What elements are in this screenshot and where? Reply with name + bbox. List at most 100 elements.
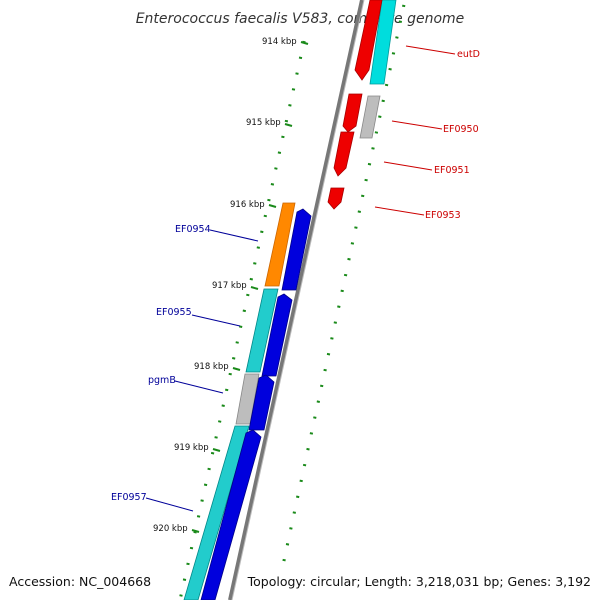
tick-mark-outer-27 bbox=[309, 432, 314, 435]
tick-mark-outer-25 bbox=[316, 400, 320, 403]
tick-mark-outer-1 bbox=[398, 20, 402, 23]
kbp-tick-920 bbox=[191, 529, 200, 533]
tick-mark-inner-16 bbox=[246, 293, 250, 297]
tick-mark-outer-19 bbox=[337, 305, 341, 308]
gene-ef0954[interactable] bbox=[281, 208, 312, 291]
tick-mark-inner-31 bbox=[193, 530, 197, 534]
tick-mark-outer-13 bbox=[357, 210, 361, 213]
gene-ef0957[interactable] bbox=[200, 429, 262, 600]
tick-mark-outer-31 bbox=[296, 495, 300, 499]
tick-mark-outer-35 bbox=[282, 558, 286, 562]
label-ef0953[interactable]: EF0953 bbox=[425, 210, 461, 221]
leader-ef0957 bbox=[145, 497, 194, 512]
label-ef0957[interactable]: EF0957 bbox=[111, 492, 147, 503]
tick-mark-inner-12 bbox=[260, 230, 264, 234]
tick-mark-inner-34 bbox=[182, 578, 187, 581]
tick-mark-inner-8 bbox=[274, 167, 278, 170]
tick-mark-outer-29 bbox=[302, 463, 307, 467]
tick-mark-inner-27 bbox=[207, 467, 211, 471]
kbp-scale: 914 kbp 915 kbp 916 kbp 917 kbp 918 kbp … bbox=[153, 37, 309, 534]
tick-mark-outer-9 bbox=[371, 147, 375, 150]
kbp-label-914: 914 kbp bbox=[262, 37, 297, 47]
tick-mark-inner-4 bbox=[288, 104, 292, 107]
tick-mark-outer-16 bbox=[347, 257, 351, 261]
map-title: Enterococcus faecalis V583, complete gen… bbox=[136, 11, 465, 27]
kbp-label-917: 917 kbp bbox=[212, 281, 247, 291]
tick-mark-outer-33 bbox=[289, 527, 293, 530]
tick-mark-inner-35 bbox=[179, 594, 183, 597]
forward-gene-labels: eutD EF0950 EF0951 EF0953 bbox=[374, 45, 480, 221]
leader-pgmB bbox=[174, 380, 224, 394]
tick-mark-outer-15 bbox=[350, 242, 355, 245]
label-pgmB[interactable]: pgmB bbox=[148, 375, 176, 386]
tick-mark-inner-9 bbox=[270, 183, 275, 186]
tick-mark-inner-18 bbox=[239, 325, 243, 328]
tick-mark-outer-22 bbox=[326, 352, 331, 356]
label-ef0954[interactable]: EF0954 bbox=[175, 224, 211, 235]
tick-mark-inner-2 bbox=[295, 72, 299, 75]
tick-mark-outer-8 bbox=[374, 131, 379, 134]
tick-mark-inner-6 bbox=[281, 135, 285, 139]
cog-eutD-band bbox=[369, 0, 397, 85]
tick-mark-inner-20 bbox=[232, 357, 236, 360]
accession-text: Accession: NC_004668 bbox=[9, 574, 151, 589]
tick-mark-outer-11 bbox=[364, 178, 368, 182]
kbp-tick-915 bbox=[284, 123, 293, 127]
tick-mark-outer-18 bbox=[340, 289, 344, 293]
tick-mark-inner-13 bbox=[256, 246, 260, 249]
kbp-label-920: 920 kbp bbox=[153, 524, 188, 534]
tick-mark-inner-21 bbox=[228, 372, 232, 376]
tick-mark-inner-10 bbox=[267, 198, 271, 202]
reverse-genes bbox=[200, 208, 312, 600]
tick-mark-inner-11 bbox=[263, 214, 267, 218]
tick-mark-inner-22 bbox=[225, 388, 229, 392]
leader-eutD bbox=[405, 45, 456, 55]
tick-mark-outer-26 bbox=[313, 416, 317, 419]
kbp-tick-916 bbox=[268, 204, 277, 208]
gene-eutD[interactable] bbox=[354, 0, 383, 81]
tick-mark-outer-20 bbox=[333, 321, 337, 324]
tick-mark-outer-17 bbox=[343, 273, 348, 277]
leader-ef0950 bbox=[391, 120, 443, 130]
leader-ef0953 bbox=[374, 206, 425, 216]
tick-mark-outer-2 bbox=[395, 36, 399, 39]
tick-mark-inner-23 bbox=[221, 404, 225, 407]
gene-pgmB[interactable] bbox=[248, 374, 275, 431]
tick-mark-outer-12 bbox=[361, 194, 365, 198]
kbp-tick-918 bbox=[232, 367, 241, 371]
label-ef0951[interactable]: EF0951 bbox=[434, 165, 470, 176]
cog-ef0955-band bbox=[245, 288, 279, 373]
tick-mark-inner-26 bbox=[210, 451, 215, 455]
cog-ring-lower bbox=[183, 202, 296, 600]
tick-mark-outer-23 bbox=[323, 368, 327, 372]
label-ef0950[interactable]: EF0950 bbox=[443, 124, 479, 135]
tick-mark-inner-32 bbox=[189, 546, 194, 550]
label-ef0955[interactable]: EF0955 bbox=[156, 307, 192, 318]
kbp-label-919: 919 kbp bbox=[174, 443, 209, 453]
tick-mark-inner-24 bbox=[218, 420, 222, 423]
tick-mark-inner-33 bbox=[186, 562, 190, 566]
reverse-gene-labels: EF0954 EF0955 pgmB EF0957 bbox=[111, 224, 259, 512]
tick-mark-inner-7 bbox=[277, 151, 282, 154]
tick-mark-inner-29 bbox=[200, 499, 204, 502]
tick-mark-outer-21 bbox=[330, 337, 334, 340]
gene-ef0950[interactable] bbox=[342, 93, 363, 133]
tick-mark-outer-24 bbox=[320, 384, 324, 388]
genome-backbone-highlight bbox=[231, 0, 365, 600]
tick-mark-outer-34 bbox=[285, 543, 290, 546]
cog-ring-upper bbox=[359, 0, 397, 139]
leader-ef0954 bbox=[209, 229, 259, 242]
tick-mark-outer-3 bbox=[391, 52, 396, 55]
gene-ef0953[interactable] bbox=[327, 187, 345, 210]
cog-ef0954-band bbox=[264, 202, 296, 287]
tick-mark-outer-5 bbox=[384, 83, 389, 87]
tick-mark-outer-32 bbox=[292, 511, 296, 514]
kbp-label-915: 915 kbp bbox=[246, 118, 281, 128]
label-eutD[interactable]: eutD bbox=[457, 49, 480, 60]
tick-mark-inner-15 bbox=[249, 277, 253, 281]
gene-ef0951[interactable] bbox=[333, 131, 355, 177]
topology-summary: Topology: circular; Length: 3,218,031 bp… bbox=[247, 574, 591, 589]
kbp-tick-917 bbox=[250, 286, 259, 290]
gene-ef0955[interactable] bbox=[261, 293, 293, 377]
